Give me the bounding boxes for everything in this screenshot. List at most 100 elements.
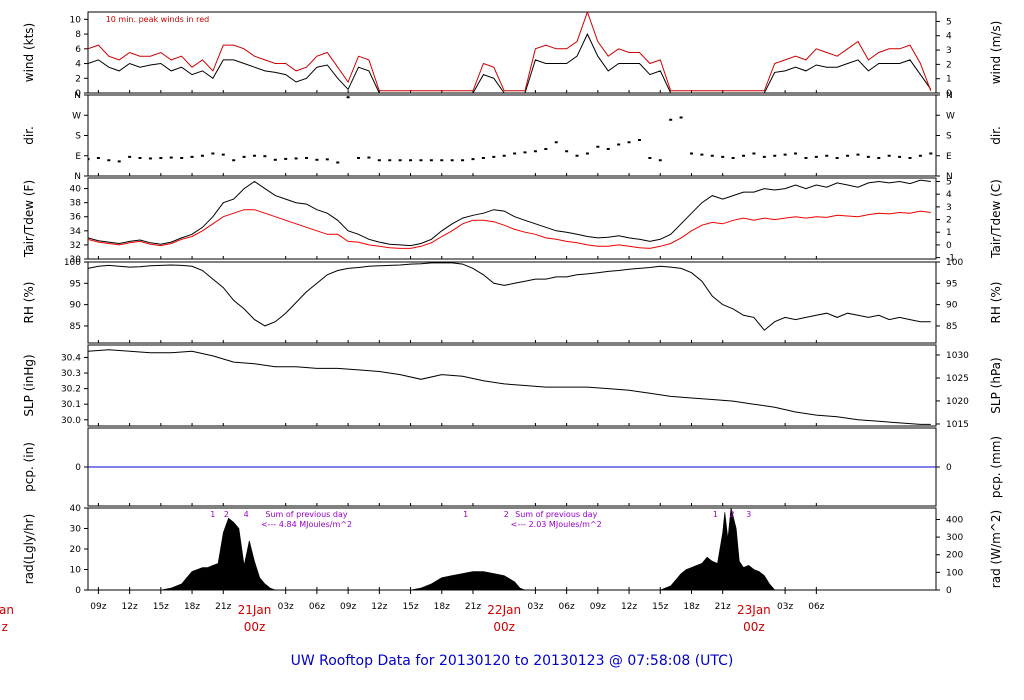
- ytick-label-left-wind: 8: [75, 30, 81, 40]
- dir-point: [627, 141, 631, 144]
- ytick-label-left-dir: N: [74, 91, 81, 101]
- xaxis-tick-label: 03z: [777, 602, 793, 612]
- panel-pcp: pcp. (in) pcp. (mm) 0 0: [22, 427, 1003, 507]
- dir-point: [419, 159, 423, 162]
- ytick-label-right-rh: 85: [946, 322, 957, 332]
- ytick-label-right-wind: 0: [946, 89, 952, 99]
- dir-point: [689, 152, 693, 155]
- dir-point: [866, 155, 870, 158]
- ytick-label-right-dir: N: [946, 172, 953, 182]
- rad-marker: 2: [504, 510, 509, 519]
- ylabel-right-rad: rad (W/m^2): [989, 510, 1003, 588]
- dir-point: [835, 157, 839, 159]
- dir-point: [346, 96, 350, 99]
- ylabel-left-rad: rad(Lgly/hr): [22, 514, 36, 585]
- dir-point: [606, 148, 610, 150]
- ytick-label-right-pcp: 0: [946, 463, 952, 473]
- dir-point: [242, 155, 246, 158]
- daily-sum-line1: Sum of previous day: [265, 510, 347, 519]
- ylabel-right-temp: Tair/Tdew (C): [989, 179, 1003, 259]
- dir-point: [773, 154, 777, 157]
- dir-point: [710, 154, 714, 157]
- dir-point: [398, 159, 402, 162]
- rad-marker: 4: [244, 510, 249, 519]
- ylabel-left-temp: Tair/Tdew (F): [22, 180, 36, 258]
- ytick-label-right-temp: 3: [946, 203, 952, 213]
- ytick-label-left-wind: 10: [70, 15, 82, 25]
- dir-point: [273, 158, 277, 161]
- ytick-label-left-temp: 36: [70, 213, 82, 223]
- panel-frame-rh: [87, 261, 937, 344]
- dir-point: [461, 159, 465, 162]
- rad-marker: 3: [746, 510, 751, 519]
- ytick-label-left-slp: 30.2: [61, 385, 81, 395]
- dir-point: [523, 151, 527, 154]
- dir-point: [232, 159, 236, 162]
- panel-wind: wind (kts) wind (m/s) 0 2 4 6 8 10 0 1 2 3 4 5 10 min.…: [22, 11, 1003, 99]
- dir-point: [88, 158, 90, 161]
- day-label-date: 23Jan: [737, 603, 771, 617]
- ytick-label-left-wind: 4: [75, 60, 81, 70]
- dir-point: [783, 153, 787, 156]
- xaxis-tick-label: 06z: [309, 602, 325, 612]
- ytick-label-right-rad: 200: [946, 551, 963, 561]
- ytick-label-left-rh: 85: [70, 322, 81, 332]
- dir-point: [731, 157, 735, 159]
- dir-point: [96, 157, 100, 159]
- ytick-label-left-rad: 0: [75, 586, 81, 596]
- ylabel-left-slp: SLP (inHg): [22, 354, 36, 416]
- dir-point: [107, 159, 111, 162]
- ytick-label-right-slp: 1020: [946, 397, 969, 407]
- dir-point: [440, 159, 444, 162]
- dir-point: [336, 161, 340, 164]
- ytick-label-left-slp: 30.0: [61, 416, 81, 426]
- dir-point: [637, 139, 641, 141]
- ytick-label-left-temp: 30: [70, 255, 82, 265]
- panel-slp: SLP (inHg) SLP (hPa) 30.0 30.1 30.2 30.3 30.4 1…: [22, 344, 1003, 430]
- dir-point: [409, 159, 413, 162]
- series-group-rad: [88, 508, 936, 590]
- xaxis-tick-label: 15z: [402, 602, 418, 612]
- dir-point: [502, 154, 506, 157]
- ytick-label-right-rad: 0: [946, 586, 952, 596]
- ylabel-right-pcp: pcp. (mm): [989, 436, 1003, 498]
- ytick-label-right-rad: 400: [946, 515, 963, 525]
- ytick-label-right-rad: 300: [946, 533, 963, 543]
- series-line-rh-0: [88, 262, 931, 331]
- dir-point: [471, 158, 475, 161]
- ytick-label-right-wind: 3: [946, 46, 952, 56]
- day-label-date: Jan: [0, 603, 14, 617]
- ytick-label-left-rh: 100: [64, 258, 81, 268]
- ytick-label-right-wind: 1: [946, 75, 952, 85]
- ytick-label-right-wind: 4: [946, 32, 952, 42]
- series-group-temp: [88, 179, 931, 249]
- ytick-label-left-wind: 2: [75, 74, 81, 84]
- dir-point: [367, 156, 371, 159]
- dir-point: [284, 157, 288, 160]
- ytick-label-left-dir: N: [74, 172, 81, 182]
- ytick-label-right-dir: S: [946, 132, 952, 142]
- dir-point: [804, 157, 808, 159]
- series-group-rh: [88, 262, 931, 331]
- ytick-label-left-slp: 30.1: [61, 400, 81, 410]
- dir-point: [315, 158, 319, 161]
- ytick-label-right-rad: 100: [946, 568, 963, 578]
- dir-point: [658, 159, 662, 162]
- panel-frame-temp: [87, 177, 937, 260]
- dir-point: [648, 157, 652, 159]
- dir-point: [159, 157, 163, 159]
- panel-frame-wind: [87, 11, 937, 94]
- dir-point: [679, 116, 683, 119]
- series-line-slp-0: [88, 349, 931, 425]
- ytick-label-left-pcp: 0: [75, 463, 81, 473]
- day-label-time: 00z: [493, 620, 515, 634]
- daily-sum-line2: <--- 4.84 MJoules/m^2: [261, 520, 352, 529]
- wind-annotation: 10 min. peak winds in red: [106, 15, 210, 24]
- xaxis-tick-label: 18z: [683, 602, 699, 612]
- day-label-date: 21Jan: [238, 603, 272, 617]
- dir-point: [752, 152, 756, 155]
- panel-temp: Tair/Tdew (F) Tair/Tdew (C)303234363840-1…: [22, 177, 1003, 265]
- dir-point: [908, 157, 912, 159]
- ylabel-left-wind: wind (kts): [22, 23, 36, 82]
- dir-point: [305, 157, 309, 159]
